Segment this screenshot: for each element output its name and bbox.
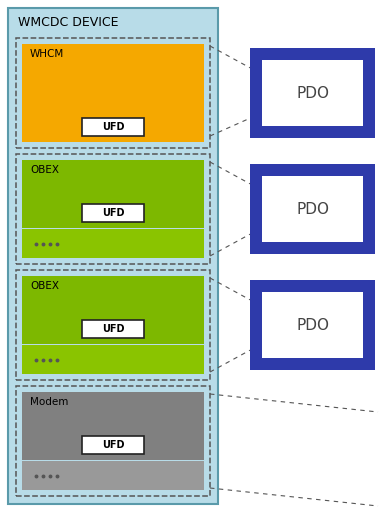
FancyBboxPatch shape [22, 392, 204, 460]
Text: UFD: UFD [102, 440, 124, 450]
Text: OBEX: OBEX [30, 165, 59, 175]
FancyBboxPatch shape [250, 48, 375, 138]
FancyBboxPatch shape [22, 346, 204, 374]
FancyBboxPatch shape [22, 461, 204, 490]
FancyBboxPatch shape [22, 229, 204, 258]
Text: UFD: UFD [102, 324, 124, 334]
FancyBboxPatch shape [262, 292, 363, 358]
FancyBboxPatch shape [82, 436, 144, 454]
FancyBboxPatch shape [262, 60, 363, 126]
Text: PDO: PDO [296, 86, 329, 100]
Text: UFD: UFD [102, 122, 124, 132]
FancyBboxPatch shape [82, 118, 144, 136]
FancyBboxPatch shape [82, 204, 144, 222]
FancyBboxPatch shape [8, 8, 218, 504]
Text: WHCM: WHCM [30, 49, 64, 59]
Text: UFD: UFD [102, 208, 124, 218]
FancyBboxPatch shape [22, 276, 204, 344]
Text: PDO: PDO [296, 202, 329, 217]
Text: Modem: Modem [30, 397, 69, 407]
Text: OBEX: OBEX [30, 281, 59, 291]
FancyBboxPatch shape [82, 320, 144, 338]
FancyBboxPatch shape [262, 176, 363, 242]
FancyBboxPatch shape [250, 280, 375, 370]
Text: PDO: PDO [296, 317, 329, 332]
Text: WMCDC DEVICE: WMCDC DEVICE [18, 16, 118, 29]
FancyBboxPatch shape [22, 44, 204, 142]
FancyBboxPatch shape [22, 160, 204, 228]
FancyBboxPatch shape [250, 164, 375, 254]
